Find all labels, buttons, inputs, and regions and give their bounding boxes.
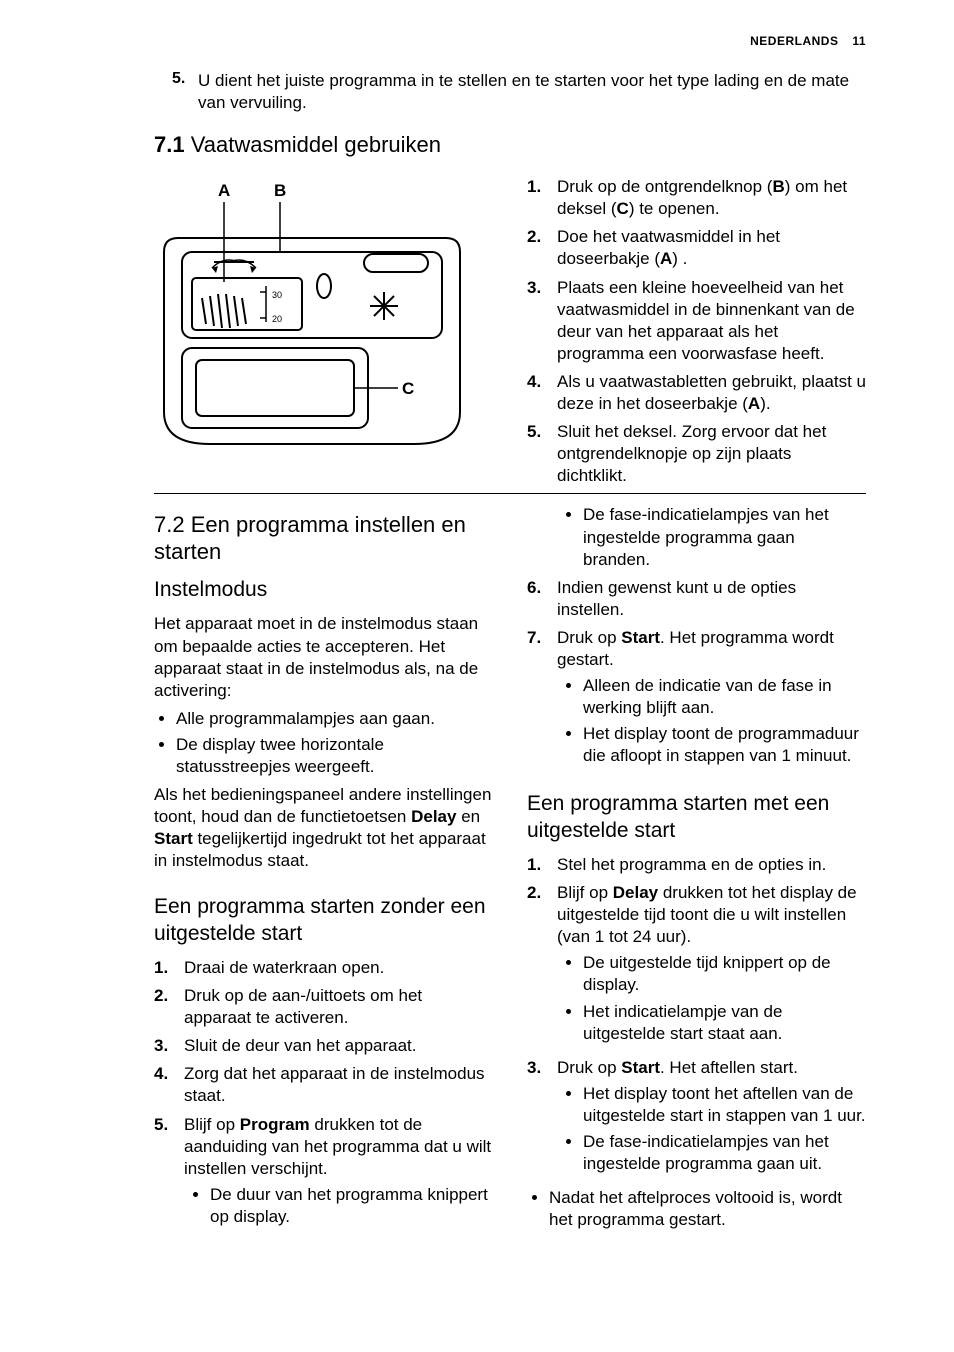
step-7-1-4: 4. Als u vaatwastabletten gebruikt, plaa… bbox=[527, 371, 866, 415]
instel-p2: Als het bedieningspaneel andere instelli… bbox=[154, 784, 493, 872]
num: 5. bbox=[527, 421, 557, 487]
intro-num: 5. bbox=[172, 70, 198, 114]
page-header: NEDERLANDS 11 bbox=[154, 34, 866, 48]
met-2: 2. Blijf op Delay drukken tot het displa… bbox=[527, 882, 866, 1051]
secnum-7-1: 7.1 bbox=[154, 132, 185, 157]
text: Druk op Start. Het aftellen start. Het d… bbox=[557, 1057, 866, 1181]
zonder-1: 1.Draai de waterkraan open. bbox=[154, 957, 493, 979]
instel-b1: Alle programmalampjes aan gaan. bbox=[176, 708, 493, 730]
zonder-5: 5. Blijf op Program drukken tot de aandu… bbox=[154, 1114, 493, 1234]
step-7-1-3: 3. Plaats een kleine hoeveelheid van het… bbox=[527, 277, 866, 365]
intro-item-5: 5. U dient het juiste programma in te st… bbox=[172, 70, 866, 114]
met-3-sub2: De fase-indicatielampjes van het ingeste… bbox=[583, 1131, 866, 1175]
sectitle-7-2: Een programma instellen en starten bbox=[154, 512, 466, 563]
header-lang: NEDERLANDS bbox=[750, 34, 838, 48]
instel-p1: Het apparaat moet in de instelmodus staa… bbox=[154, 613, 493, 701]
num: 1. bbox=[527, 176, 557, 220]
zonder-2: 2.Druk op de aan-/uittoets om het appara… bbox=[154, 985, 493, 1029]
met-list: 1.Stel het programma en de opties in. 2.… bbox=[527, 854, 866, 1181]
zonder-5-sub2: De fase-indicatielampjes van het ingeste… bbox=[583, 504, 866, 570]
num: 2. bbox=[527, 882, 557, 1051]
met-3: 3. Druk op Start. Het aftellen start. He… bbox=[527, 1057, 866, 1181]
intro-list: 5. U dient het juiste programma in te st… bbox=[172, 70, 866, 114]
text: Druk op de ontgrendelknop (B) om het dek… bbox=[557, 176, 866, 220]
text: Plaats een kleine hoeveelheid van het va… bbox=[557, 277, 866, 365]
instel-b2: De display twee horizontale statusstreep… bbox=[176, 734, 493, 778]
zonder-5-cont: De fase-indicatielampjes van het ingeste… bbox=[527, 504, 866, 570]
zonder-list-cont: 6.Indien gewenst kunt u de opties instel… bbox=[527, 577, 866, 774]
manual-page: NEDERLANDS 11 5. U dient het juiste prog… bbox=[0, 0, 954, 1280]
text: Druk op Start. Het programma wordt gesta… bbox=[557, 627, 866, 774]
mark-30: 30 bbox=[272, 290, 282, 300]
svg-text:C: C bbox=[402, 379, 414, 398]
text: Draai de waterkraan open. bbox=[184, 957, 493, 979]
svg-text:B: B bbox=[274, 181, 286, 200]
text: Blijf op Program drukken tot de aanduidi… bbox=[184, 1114, 493, 1234]
num: 1. bbox=[527, 854, 557, 876]
num: 3. bbox=[154, 1035, 184, 1057]
steps-7-1: 1. Druk op de ontgrendelknop (B) om het … bbox=[527, 176, 866, 487]
step-7-1-2: 2. Doe het vaatwasmiddel in het doseerba… bbox=[527, 226, 866, 270]
zonder-heading: Een programma starten zonder een uitgest… bbox=[154, 894, 493, 947]
zonder-6: 6.Indien gewenst kunt u de opties instel… bbox=[527, 577, 866, 621]
zonder-7: 7. Druk op Start. Het programma wordt ge… bbox=[527, 627, 866, 774]
num: 4. bbox=[154, 1063, 184, 1107]
met-final-bullets: Nadat het aftelproces voltooid is, wordt… bbox=[527, 1187, 866, 1231]
text: Indien gewenst kunt u de opties instelle… bbox=[557, 577, 866, 621]
mark-20: 20 bbox=[272, 314, 282, 324]
text: Sluit het deksel. Zorg ervoor dat het on… bbox=[557, 421, 866, 487]
met-2-sub1: De uitgestelde tijd knippert op de displ… bbox=[583, 952, 866, 996]
met-3-sub1: Het display toont het aftellen van de ui… bbox=[583, 1083, 866, 1127]
zonder-3: 3.Sluit de deur van het apparaat. bbox=[154, 1035, 493, 1057]
num: 1. bbox=[154, 957, 184, 979]
text: Blijf op Delay drukken tot het display d… bbox=[557, 882, 866, 1051]
zonder-7-sub1: Alleen de indicatie van de fase in werki… bbox=[583, 675, 866, 719]
svg-text:A: A bbox=[218, 181, 230, 200]
section-7-1-heading: 7.1 Vaatwasmiddel gebruiken bbox=[154, 132, 866, 158]
intro-text: U dient het juiste programma in te stell… bbox=[198, 70, 866, 114]
num: 5. bbox=[154, 1114, 184, 1234]
text: Doe het vaatwasmiddel in het doseerbakje… bbox=[557, 226, 866, 270]
zonder-7-sub2: Het display toont de programmaduur die a… bbox=[583, 723, 866, 767]
text: Zorg dat het apparaat in de instelmodus … bbox=[184, 1063, 493, 1107]
num: 3. bbox=[527, 277, 557, 365]
text: Sluit de deur van het apparaat. bbox=[184, 1035, 493, 1057]
num: 6. bbox=[527, 577, 557, 621]
num: 7. bbox=[527, 627, 557, 774]
zonder-5-sub1: De duur van het programma knippert op di… bbox=[210, 1184, 493, 1228]
met-heading: Een programma starten met een uitgesteld… bbox=[527, 791, 866, 844]
instel-bullets: Alle programmalampjes aan gaan. De displ… bbox=[154, 708, 493, 778]
text: Stel het programma en de opties in. bbox=[557, 854, 866, 876]
zonder-4: 4.Zorg dat het apparaat in de instelmodu… bbox=[154, 1063, 493, 1107]
step-7-1-1: 1. Druk op de ontgrendelknop (B) om het … bbox=[527, 176, 866, 220]
met-1: 1.Stel het programma en de opties in. bbox=[527, 854, 866, 876]
instelmodus-heading: Instelmodus bbox=[154, 577, 493, 603]
met-2-sub2: Het indicatielampje van de uitgestelde s… bbox=[583, 1001, 866, 1045]
detergent-diagram: 30 20 A bbox=[154, 172, 493, 452]
num: 2. bbox=[527, 226, 557, 270]
met-final-b1: Nadat het aftelproces voltooid is, wordt… bbox=[549, 1187, 866, 1231]
sectitle-7-1: Vaatwasmiddel gebruiken bbox=[191, 132, 441, 157]
step-7-1-5: 5. Sluit het deksel. Zorg ervoor dat het… bbox=[527, 421, 866, 487]
num: 2. bbox=[154, 985, 184, 1029]
num: 4. bbox=[527, 371, 557, 415]
zonder-list: 1.Draai de waterkraan open. 2.Druk op de… bbox=[154, 957, 493, 1234]
section-7-2-heading: 7.2 Een programma instellen en starten bbox=[154, 512, 493, 565]
text: Druk op de aan-/uittoets om het apparaat… bbox=[184, 985, 493, 1029]
page-number: 11 bbox=[852, 34, 866, 48]
secnum-7-2: 7.2 bbox=[154, 512, 185, 537]
text: Als u vaatwastabletten gebruikt, plaatst… bbox=[557, 371, 866, 415]
num: 3. bbox=[527, 1057, 557, 1181]
